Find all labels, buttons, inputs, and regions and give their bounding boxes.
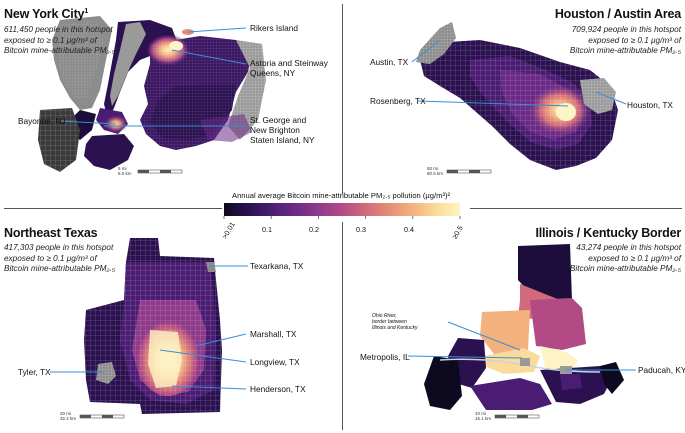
ilky-leader-lines [407, 321, 636, 371]
label-bayonne: Bayonne, NJ [18, 116, 66, 126]
ilky-scale: 10 mi 16.1 km [475, 411, 492, 421]
ilky-title: Illinois / Kentucky Border [535, 226, 681, 240]
netexas-leader-lines [50, 265, 248, 390]
label-ohio-river: Ohio River, border between Illinois and … [372, 313, 418, 331]
nyc-stats: 611,450 people in this hotspot exposed t… [4, 25, 116, 55]
label-metropolis: Metropolis, IL [360, 352, 410, 362]
houston-scale: 50 mi 80.5 km [427, 166, 444, 176]
houston-stats: 709,924 people in this hotspot exposed t… [569, 25, 681, 55]
vertical-divider [342, 4, 343, 194]
legend-tick: 0.3 [356, 225, 366, 234]
label-longview: Longview, TX [250, 357, 300, 367]
vertical-divider-lower [342, 222, 343, 430]
nyc-scale: 5 mi 8.0 km [118, 166, 132, 176]
label-rosenberg: Rosenberg, TX [370, 96, 426, 106]
netexas-map [84, 238, 222, 414]
label-henderson: Henderson, TX [250, 384, 306, 394]
houston-leader-lines [411, 39, 627, 107]
label-texarkana: Texarkana, TX [250, 261, 304, 271]
legend-tick: 0.4 [404, 225, 414, 234]
horizontal-divider-left [4, 208, 222, 209]
label-rikers: Rikers Island [250, 23, 298, 33]
netexas-scale: 20 mi 32.2 km [60, 411, 77, 421]
label-marshall: Marshall, TX [250, 329, 297, 339]
horizontal-divider-right [470, 208, 682, 209]
scale-bars [79, 169, 540, 419]
nyc-map [38, 16, 266, 172]
legend-tick: 0.1 [262, 225, 272, 234]
netexas-stats: 417,303 people in this hotspot exposed t… [4, 243, 116, 273]
legend-title: Annual average Bitcoin mine-attributable… [232, 191, 451, 200]
legend-gradient-bar [224, 203, 460, 216]
label-houston: Houston, TX [627, 100, 673, 110]
label-astoria: Astoria and Steinway Queens, NY [250, 58, 328, 78]
label-staten-island: St. George and New Brighton Staten Islan… [250, 115, 315, 145]
label-austin: Austin, TX [370, 57, 409, 67]
ilky-stats: 43,274 people in this hotspot exposed to… [569, 243, 681, 273]
label-tyler: Tyler, TX [18, 367, 51, 377]
nyc-title: New York City1 [4, 7, 89, 21]
legend-tick: 0.2 [309, 225, 319, 234]
nyc-leader-lines [59, 27, 247, 127]
netexas-title: Northeast Texas [4, 226, 98, 240]
label-paducah: Paducah, KY [638, 365, 685, 375]
houston-map [416, 22, 618, 170]
houston-title: Houston / Austin Area [554, 7, 681, 21]
